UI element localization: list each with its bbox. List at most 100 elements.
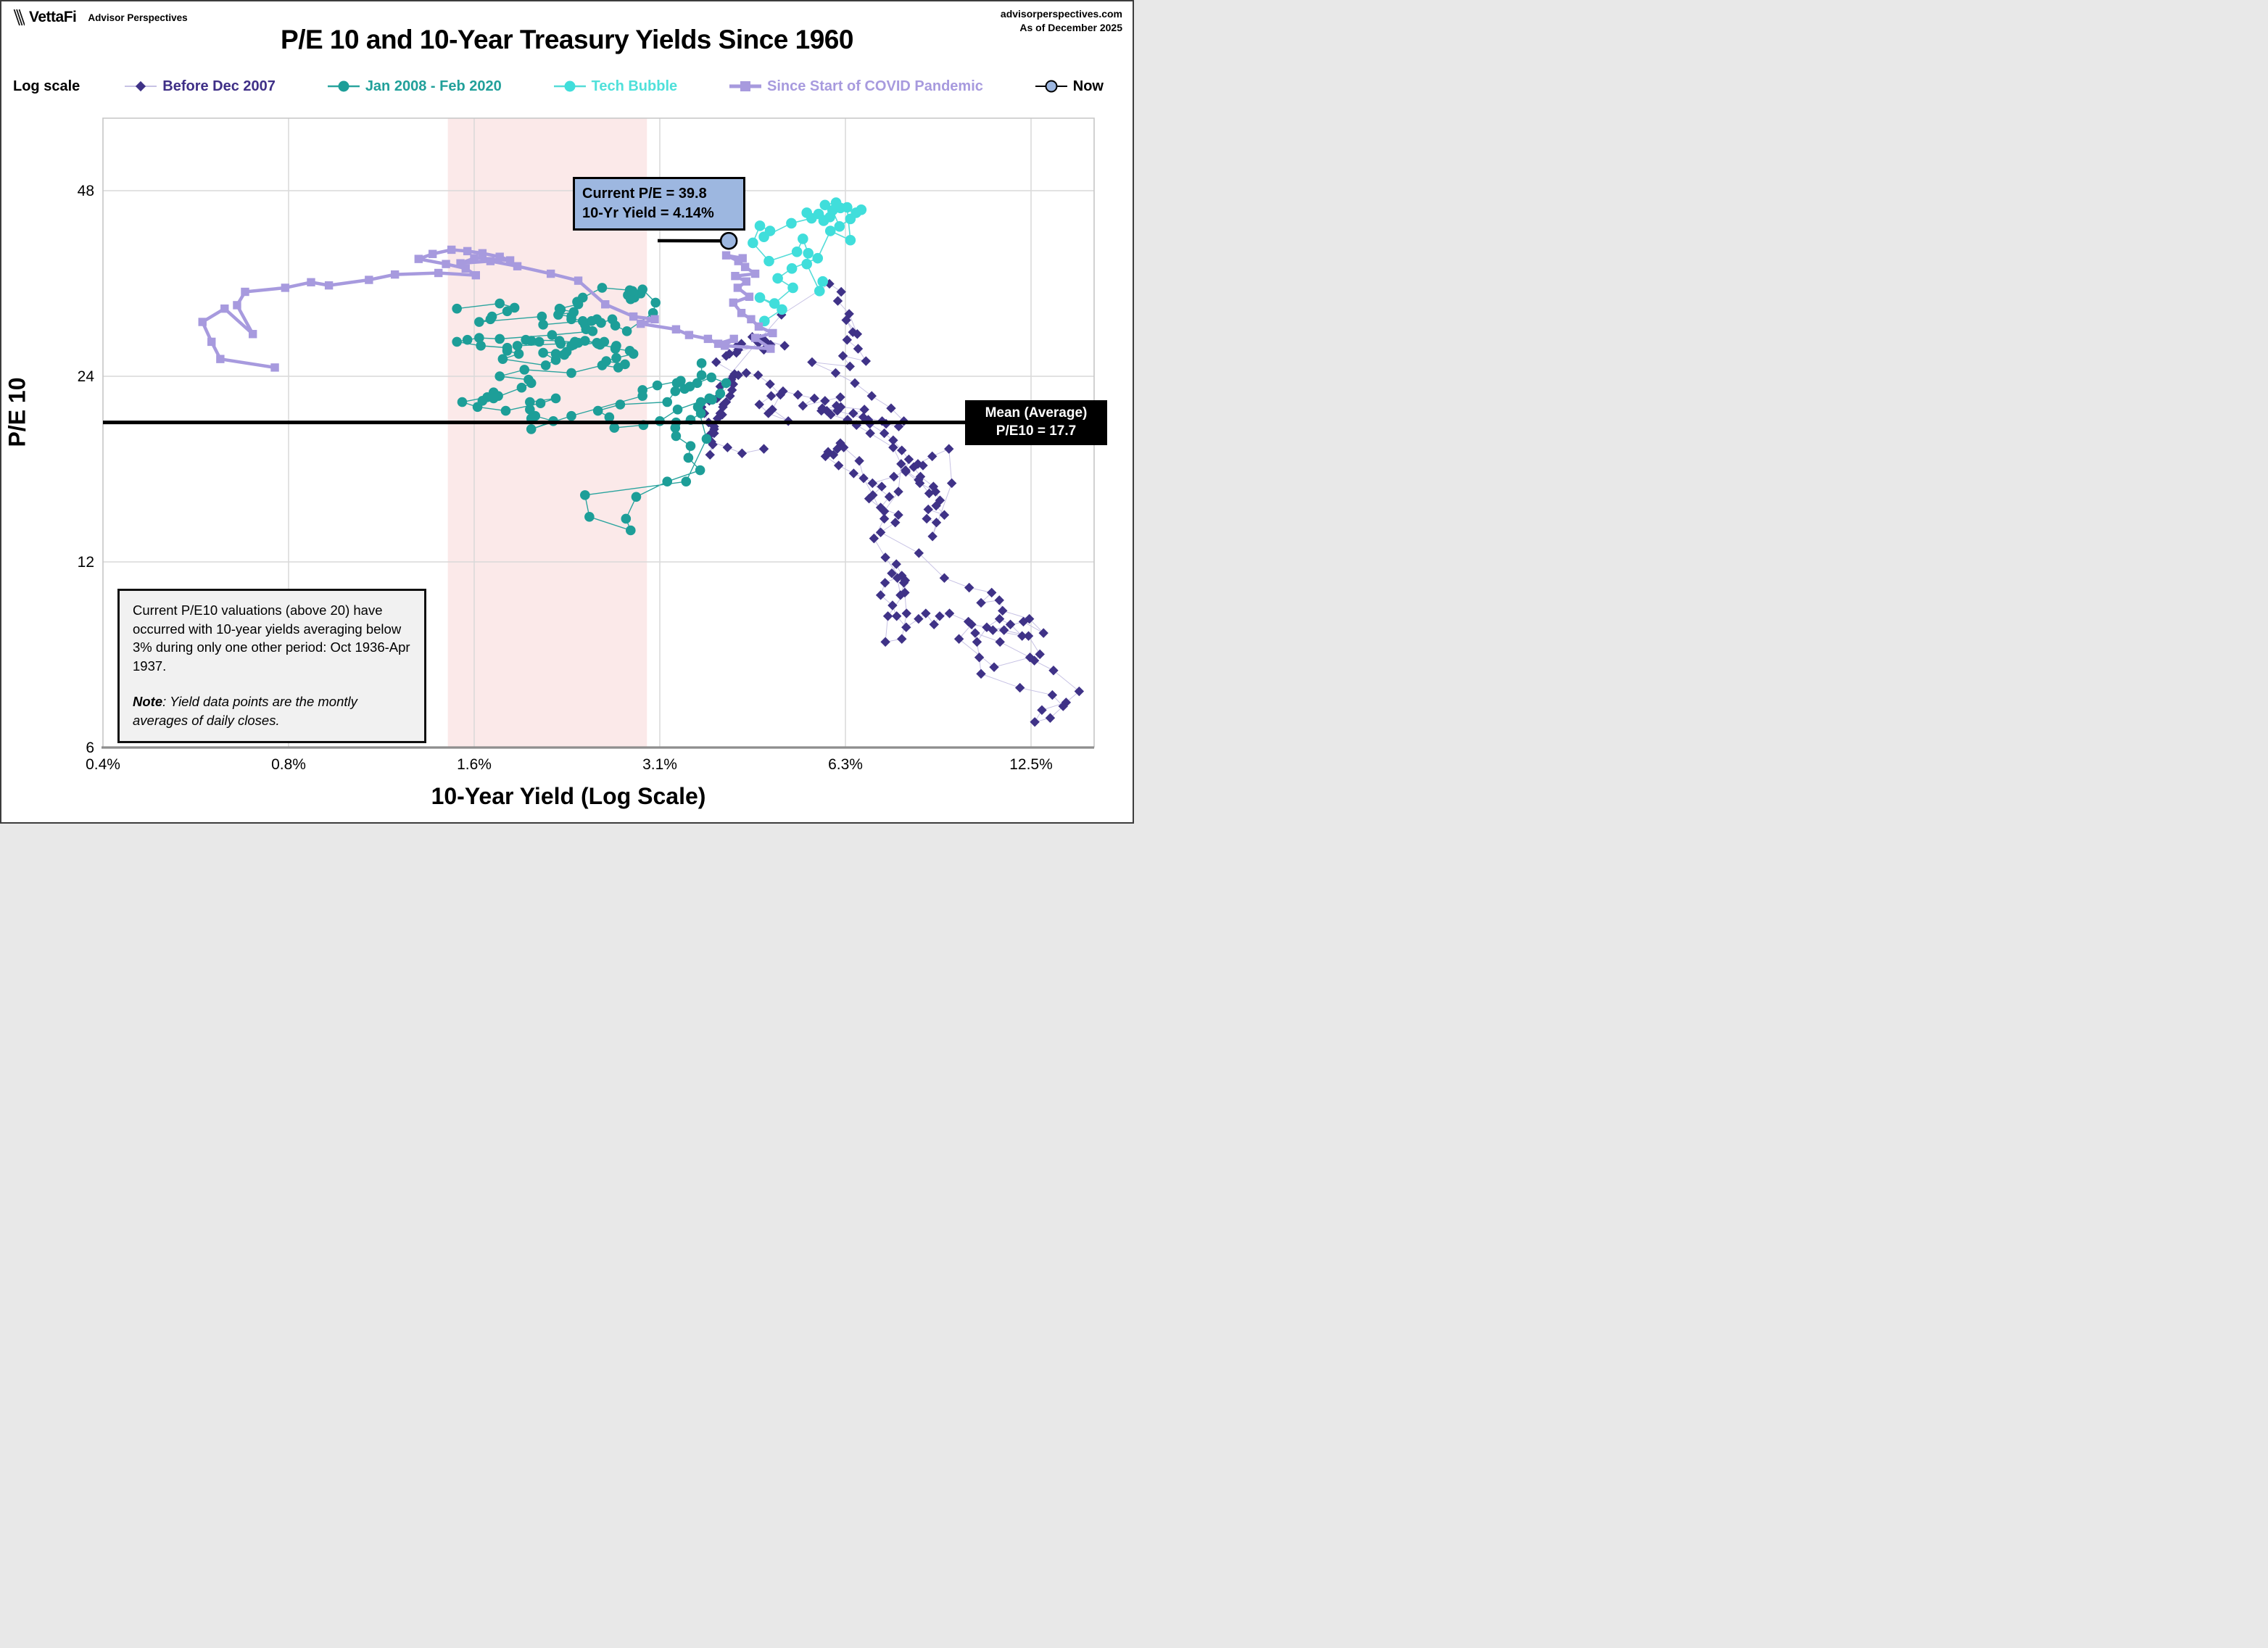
data-point-diamond-icon [927,451,938,462]
data-point-circle-icon [631,492,642,502]
data-point-square-icon [769,328,777,338]
data-point-circle-icon [568,339,579,350]
legend: Log scale Before Dec 2007 Jan 2008 - Feb … [13,74,1104,99]
data-point-diamond-icon [705,450,715,460]
data-point-circle-icon [626,525,636,536]
data-point-diamond-icon [859,405,869,415]
data-point-circle-icon [550,355,561,365]
data-point-diamond-icon [921,608,931,618]
data-point-circle-icon [535,398,546,409]
vettafi-logo: VettaFi Advisor Perspectives [13,9,188,26]
data-point-circle-icon [621,513,632,524]
data-point-circle-icon [534,336,545,347]
x-tick-label: 0.8% [271,756,306,773]
data-point-circle-icon [611,352,621,363]
note-text: : Yield data points are the montly avera… [133,694,357,728]
note-paragraph: Current P/E10 valuations (above 20) have… [133,603,410,674]
data-point-diamond-icon [970,628,980,638]
data-point-circle-icon [824,225,836,236]
note-line: Note: Yield data points are the montly a… [133,692,411,729]
data-point-square-icon [390,270,400,279]
y-tick-label: 48 [78,183,94,199]
data-point-circle-icon [474,317,484,327]
data-point-square-icon [747,315,756,323]
y-tick-label: 6 [86,740,94,756]
data-point-diamond-icon [853,344,864,354]
data-point-square-icon [495,252,504,261]
current-value-callout: Current P/E = 39.8 10-Yr Yield = 4.14% [573,177,745,231]
data-point-circle-icon [801,258,813,270]
data-point-square-icon [207,337,216,347]
data-point-circle-icon [452,303,462,314]
data-point-diamond-icon [1014,682,1025,693]
x-tick-label: 1.6% [457,756,492,773]
data-point-circle-icon [559,349,570,360]
data-point-circle-icon [769,298,780,309]
data-point-diamond-icon [889,471,899,482]
data-point-circle-icon [695,397,706,407]
data-point-square-icon [248,330,257,339]
mean-label-line1: Mean (Average) [985,405,1088,421]
y-tick-label: 24 [78,368,95,385]
as-of-date: As of December 2025 [1019,21,1122,33]
data-point-diamond-icon [880,578,890,588]
data-point-circle-icon [834,221,845,232]
callout-yield-line: 10-Yr Yield = 4.14% [582,205,714,221]
legend-item: Jan 2008 - Feb 2020 [326,77,502,96]
data-point-square-icon [307,278,315,286]
data-point-square-icon [324,281,334,290]
data-point-circle-icon [538,320,548,330]
data-point-square-icon [750,334,760,342]
data-point-circle-icon [791,247,803,257]
data-point-diamond-icon [884,492,895,502]
data-point-square-icon [636,319,645,328]
data-point-diamond-icon [758,444,769,454]
note-word: Note [133,694,163,710]
data-point-diamond-icon [867,478,878,489]
data-point-circle-icon [494,298,505,309]
data-point-diamond-icon [995,637,1005,647]
data-point-circle-icon [547,330,558,340]
data-point-diamond-icon [931,517,942,528]
data-point-circle-icon [721,378,732,389]
data-point-square-icon [233,301,241,310]
data-point-circle-icon [801,207,813,218]
data-point-circle-icon [754,220,766,231]
data-point-diamond-icon [835,392,845,402]
data-point-diamond-icon [1037,705,1047,716]
data-point-square-icon [281,283,290,292]
chart-area: 0.4% 0.8% 1.6% 3.1% 6.3% 12.5% 6 12 24 48 Current… [1,1,1133,822]
data-point-diamond-icon [779,341,790,351]
data-point-circle-icon [502,342,513,353]
data-point-circle-icon [683,452,694,463]
data-point-diamond-icon [888,435,898,445]
data-point-square-icon [738,254,747,262]
data-point-circle-icon [715,389,726,399]
data-point-circle-icon [692,378,703,389]
data-point-diamond-icon [901,608,911,618]
data-point-diamond-icon [1074,686,1085,697]
data-point-circle-icon [476,341,486,351]
data-point-circle-icon [787,282,798,294]
data-point-diamond-icon [798,400,808,411]
data-point-diamond-icon [807,357,817,368]
data-point-circle-icon [777,304,787,315]
data-point-circle-icon [487,311,497,322]
data-point-circle-icon [830,197,842,208]
data-point-square-icon [470,254,479,262]
data-point-diamond-icon [998,625,1009,635]
data-point-diamond-icon [903,454,914,465]
data-point-diamond-icon [836,286,846,297]
data-point-square-icon [365,276,373,284]
data-point-diamond-icon [882,611,893,621]
data-point-diamond-icon [845,361,856,372]
data-point-circle-icon [494,371,505,381]
data-point-square-icon [650,315,659,323]
data-point-diamond-icon [879,513,890,524]
data-point-square-icon [574,276,583,285]
data-point-circle-icon [538,347,548,358]
source-block: advisorperspectives.com As of December 2… [1001,7,1122,35]
data-point-square-icon [220,304,229,313]
data-point-diamond-icon [974,653,985,663]
data-point-circle-icon [706,372,716,383]
